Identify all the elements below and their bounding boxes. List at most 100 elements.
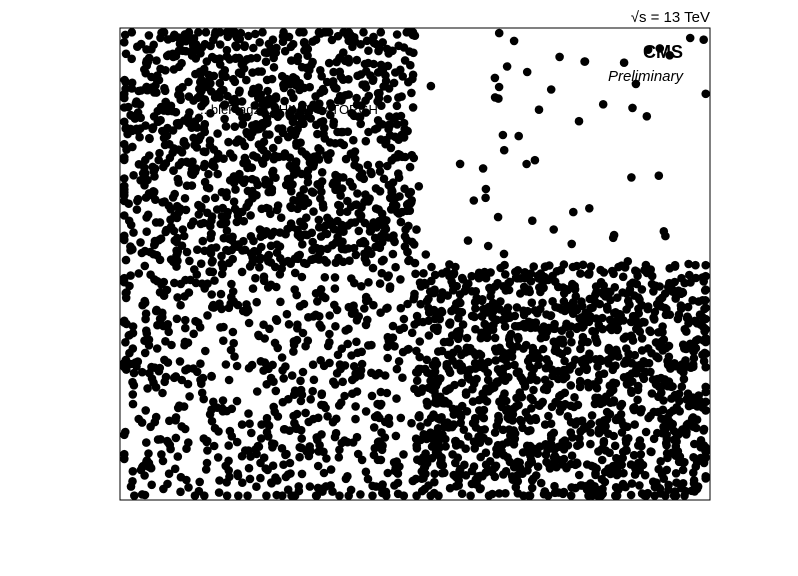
data-point [570, 393, 579, 402]
data-point [482, 384, 491, 393]
data-point [618, 272, 628, 282]
data-point [304, 417, 314, 427]
data-point [368, 491, 377, 501]
data-point [699, 441, 709, 450]
data-point [346, 202, 356, 211]
data-point [308, 386, 318, 396]
data-point [560, 388, 570, 398]
data-point [251, 29, 260, 39]
data-point [259, 320, 268, 330]
data-point [485, 457, 495, 466]
data-point [560, 356, 569, 366]
data-point [299, 37, 309, 47]
data-point [143, 58, 153, 67]
data-point [207, 372, 216, 381]
data-point [140, 336, 149, 346]
data-point [491, 461, 501, 471]
data-point [120, 155, 129, 165]
data-point [256, 357, 266, 366]
data-point [493, 212, 503, 222]
data-point [613, 293, 622, 303]
data-point [301, 408, 310, 418]
data-point [232, 437, 242, 447]
data-point [662, 304, 671, 314]
data-point [289, 411, 298, 421]
data-point [619, 373, 629, 382]
data-point [388, 178, 398, 187]
data-point [522, 67, 532, 77]
data-point [363, 160, 373, 170]
data-point [328, 240, 337, 250]
data-point [430, 285, 439, 295]
data-point [628, 278, 637, 288]
data-point [274, 135, 283, 145]
data-point [569, 207, 578, 217]
data-point [576, 269, 585, 278]
data-point [335, 445, 344, 455]
data-point [261, 180, 270, 189]
data-point [399, 314, 409, 324]
data-point [248, 284, 258, 293]
data-point [430, 398, 440, 407]
data-point [457, 489, 467, 499]
data-point [161, 337, 170, 346]
data-point [264, 187, 274, 197]
data-point [663, 282, 673, 292]
data-point [391, 68, 400, 77]
data-point [411, 269, 420, 279]
data-point [326, 110, 335, 120]
data-point [180, 424, 190, 434]
data-point [224, 441, 233, 450]
data-point [280, 425, 290, 434]
data-point [633, 381, 643, 391]
data-point [412, 444, 422, 453]
data-point [176, 487, 185, 497]
data-point [626, 490, 636, 500]
data-point [416, 457, 426, 466]
data-point [662, 449, 672, 458]
data-point [454, 330, 464, 340]
data-point [426, 428, 435, 438]
data-point [129, 228, 138, 237]
data-point [572, 458, 582, 468]
data-point [382, 304, 391, 313]
data-point [384, 84, 394, 93]
data-point [452, 405, 462, 414]
data-point [289, 93, 298, 103]
data-point [701, 89, 710, 99]
data-point [477, 296, 487, 306]
data-point [238, 119, 248, 129]
data-point [228, 254, 237, 264]
data-point [664, 341, 674, 351]
data-point [580, 57, 589, 66]
data-point [441, 434, 450, 444]
data-point [245, 262, 255, 271]
data-point [233, 471, 243, 481]
data-point [657, 337, 666, 346]
data-point [288, 117, 298, 127]
data-point [410, 31, 420, 40]
data-point [456, 418, 466, 428]
data-point [453, 453, 463, 463]
data-point [572, 305, 582, 315]
data-point [135, 132, 144, 142]
data-point [430, 367, 440, 376]
data-point [175, 357, 185, 366]
data-point [166, 205, 176, 214]
data-point [311, 491, 321, 501]
data-point [266, 241, 276, 251]
data-point [170, 464, 180, 474]
data-point [701, 472, 710, 481]
data-point [185, 256, 194, 266]
data-point [627, 386, 636, 396]
data-point [414, 182, 424, 191]
data-point [690, 316, 700, 326]
data-point [260, 334, 270, 343]
data-point [137, 367, 147, 377]
data-point [672, 403, 681, 412]
data-point [422, 355, 432, 365]
data-point [238, 113, 247, 122]
data-point [436, 294, 446, 304]
data-point [476, 350, 486, 360]
data-point [177, 58, 186, 68]
